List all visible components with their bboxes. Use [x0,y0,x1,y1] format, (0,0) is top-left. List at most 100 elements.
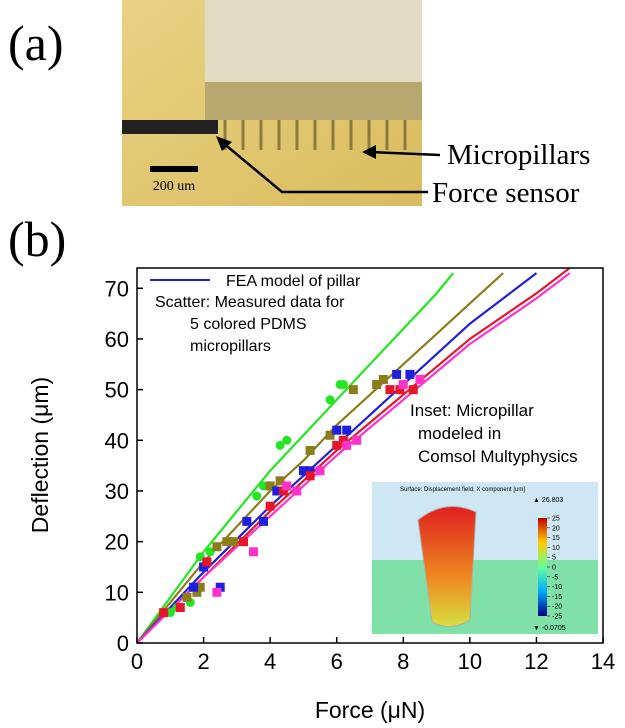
chip-edge [205,82,422,120]
point [292,486,302,496]
point [372,380,382,390]
series-layer [137,268,571,643]
inset-max: ▲ 26.803 [533,497,563,504]
legend-note: Scatter: Measured data for [155,294,345,311]
panel-label: (a) [8,15,64,71]
y-tick-label: 20 [105,530,129,555]
fit-line [137,272,504,643]
point [265,501,275,511]
y-tick-label: 0 [117,631,129,656]
point [239,537,249,547]
colorbar-label: 15 [552,535,560,542]
point [332,425,342,435]
point [398,380,408,390]
inset-caption: Inset: Micropillar [410,401,534,420]
x-tick-label: 10 [458,649,482,674]
x-tick-label: 6 [331,649,343,674]
point [242,516,252,526]
force-sensor [122,120,218,134]
point [325,395,335,405]
panel-label: (b) [8,211,66,267]
point [202,557,212,567]
colorbar-label: 20 [552,525,560,532]
arrow-head [362,145,376,159]
colorbar-label: -20 [552,604,562,611]
colorbar-label: 0 [552,565,556,572]
scale-label: 200 um [153,179,196,194]
inset-pillar [417,506,477,627]
colorbar-label: -5 [552,574,558,581]
legend-note: micropillars [190,338,271,355]
point [195,582,205,592]
scale-bar [150,166,198,172]
point [272,486,282,496]
x-tick-label: 0 [131,649,143,674]
arrow-head [216,136,232,151]
legend-label: FEA model of pillar [226,273,361,290]
point [215,582,225,592]
point [275,476,285,486]
y-tick-label: 40 [105,428,129,453]
y-tick-label: 70 [105,276,129,301]
inset-caption: modeled in [418,424,501,443]
x-tick-label: 2 [197,649,209,674]
point [305,466,315,476]
point [305,471,315,481]
y-tick-label: 60 [105,327,129,352]
pillars [223,120,407,150]
colorbar-label: -10 [552,584,562,591]
point [342,425,352,435]
point [378,374,388,384]
point [159,608,169,618]
x-tick-label: 8 [397,649,409,674]
colorbar-label: 10 [552,545,560,552]
point [182,592,192,602]
point [212,542,222,552]
point [405,369,415,379]
point [222,537,232,547]
arrows [221,141,441,194]
point [348,385,358,395]
point [315,466,325,476]
point [282,435,292,445]
x-tick-label: 14 [591,649,615,674]
inset-title: Surface: Displacement field, X component… [400,487,525,493]
point [408,385,418,395]
point [212,587,222,597]
point [189,582,199,592]
axes-frame [136,267,604,644]
point [199,562,209,572]
fit-line [137,272,571,643]
point [252,491,262,501]
y-tick-label: 10 [105,580,129,605]
x-tick-label: 4 [264,649,276,674]
point [298,466,308,476]
point [305,445,315,455]
colorbar-label: -25 [552,614,562,621]
point [325,430,335,440]
point [275,440,285,450]
point [385,385,395,395]
point [258,516,268,526]
point [192,587,202,597]
point [175,603,185,613]
point [392,369,402,379]
point [338,380,348,390]
point [278,486,288,496]
y-tick-label: 30 [105,479,129,504]
inset-floor [372,560,598,634]
x-tick-label: 12 [524,649,548,674]
point [338,435,348,445]
point [415,374,425,384]
y-axis-label: Deflection (μm) [27,377,53,533]
point [352,435,362,445]
annotation: Micropillars [447,139,590,171]
point [229,537,239,547]
annotation: Force sensor [432,177,580,209]
point [342,440,352,450]
colorbar-label: 25 [552,516,560,523]
fit-line [137,272,455,643]
point [332,440,342,450]
colorbar-label: -15 [552,594,562,601]
